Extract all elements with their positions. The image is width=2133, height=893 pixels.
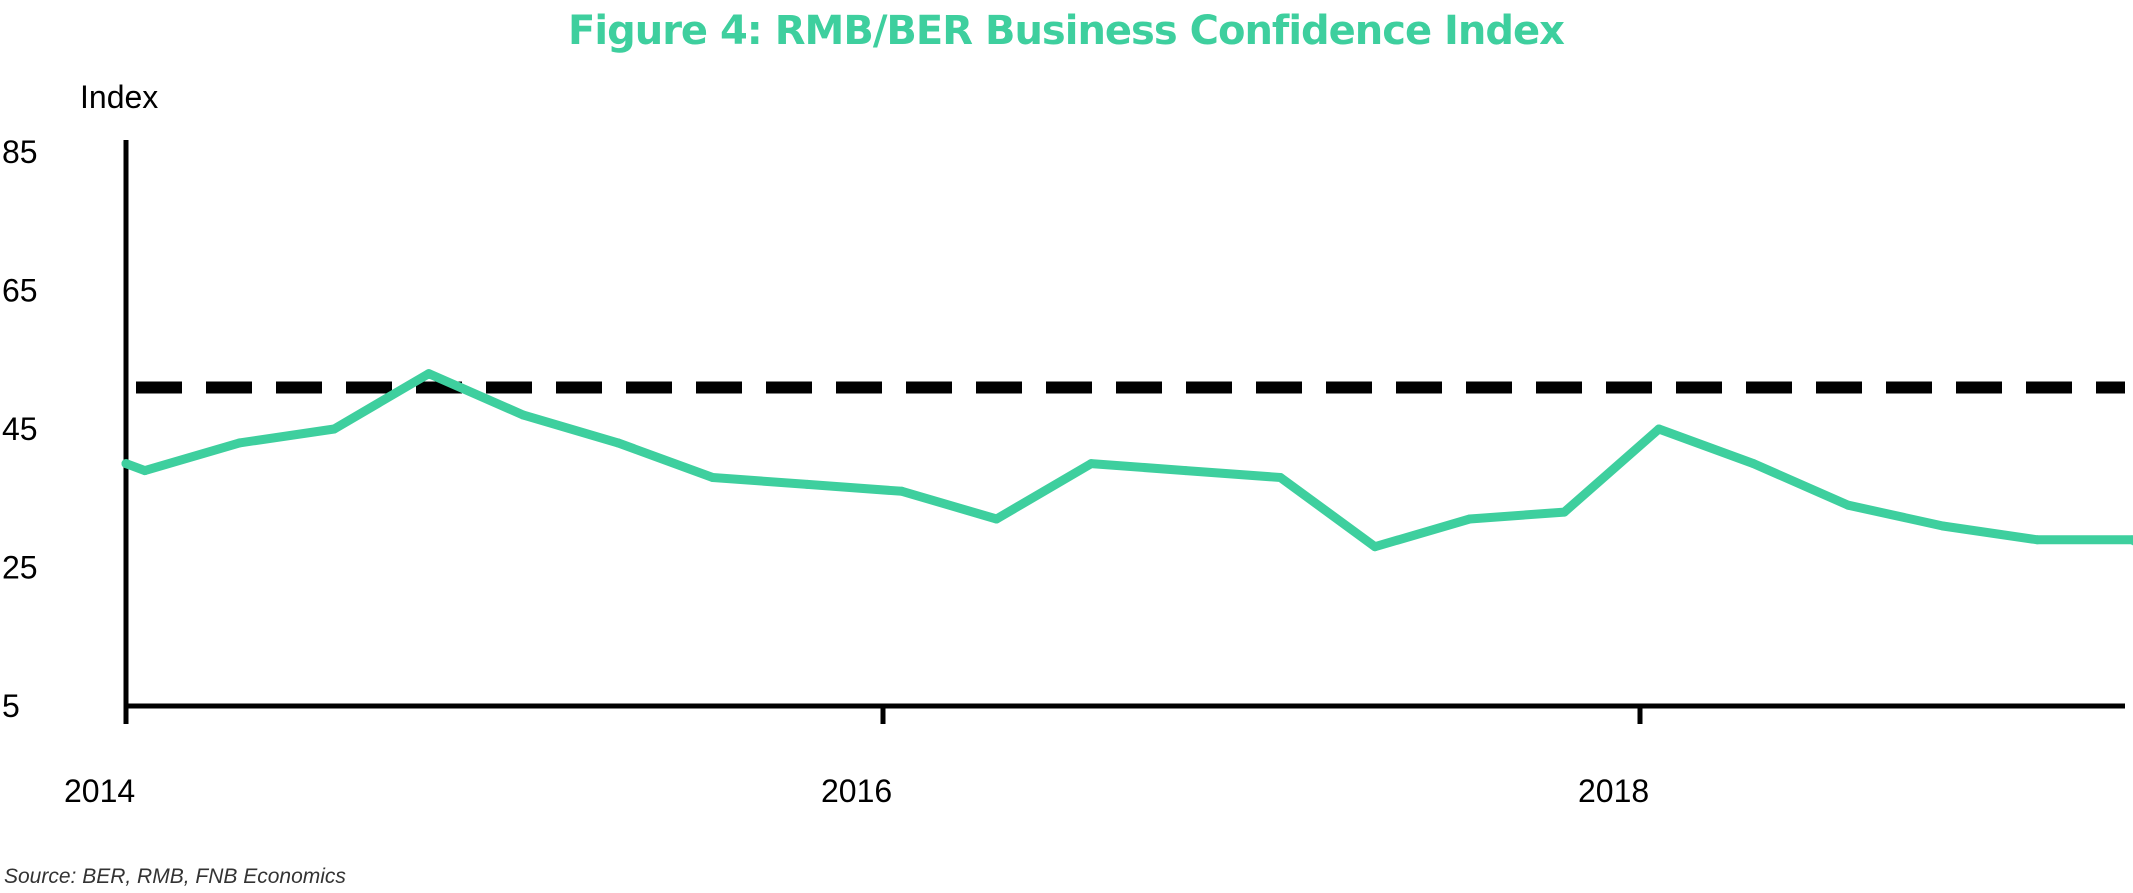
series-point	[424, 369, 434, 379]
x-axis-tick-marks	[123, 706, 1643, 724]
series-point	[802, 479, 812, 489]
series-point	[235, 438, 244, 448]
series-point	[613, 438, 623, 448]
y-tick-label: 65	[2, 273, 38, 309]
series-point	[897, 486, 907, 496]
x-tick-label: 2014	[64, 773, 135, 809]
series-point	[329, 424, 339, 434]
source-note: Source: BER, RMB, FNB Economics	[4, 865, 346, 888]
series-point	[2127, 535, 2133, 545]
series-point	[1654, 424, 1664, 434]
series-point	[121, 459, 131, 469]
series-point	[2032, 535, 2042, 545]
series-line	[121, 369, 2133, 552]
series-point	[1465, 514, 1475, 524]
series-point	[708, 473, 718, 482]
series-point	[518, 410, 528, 420]
series-point	[140, 466, 150, 476]
chart-title: Figure 4: RMB/BER Business Confidence In…	[568, 8, 1565, 54]
x-tick-label: 2016	[821, 773, 892, 809]
series-point	[1086, 459, 1096, 469]
y-tick-label: 5	[2, 688, 20, 724]
series-point	[1749, 459, 1758, 469]
series-point	[1843, 500, 1853, 510]
series-point	[1370, 542, 1380, 552]
y-axis-label: Index	[80, 79, 158, 115]
series-point	[1181, 466, 1191, 476]
series-points	[121, 369, 2133, 552]
y-tick-label: 45	[2, 411, 38, 447]
series-point	[1275, 473, 1285, 482]
y-tick-label: 85	[2, 134, 38, 170]
x-tick-label: 2018	[1578, 773, 1649, 809]
series-point	[1559, 507, 1569, 517]
y-axis-ticks: 85 65 45 25 5	[2, 134, 38, 724]
series-point	[992, 514, 1001, 524]
x-axis-ticks: 201420162018202020222024	[64, 773, 1649, 809]
y-tick-label: 25	[2, 550, 38, 586]
series-point	[1938, 521, 1948, 531]
